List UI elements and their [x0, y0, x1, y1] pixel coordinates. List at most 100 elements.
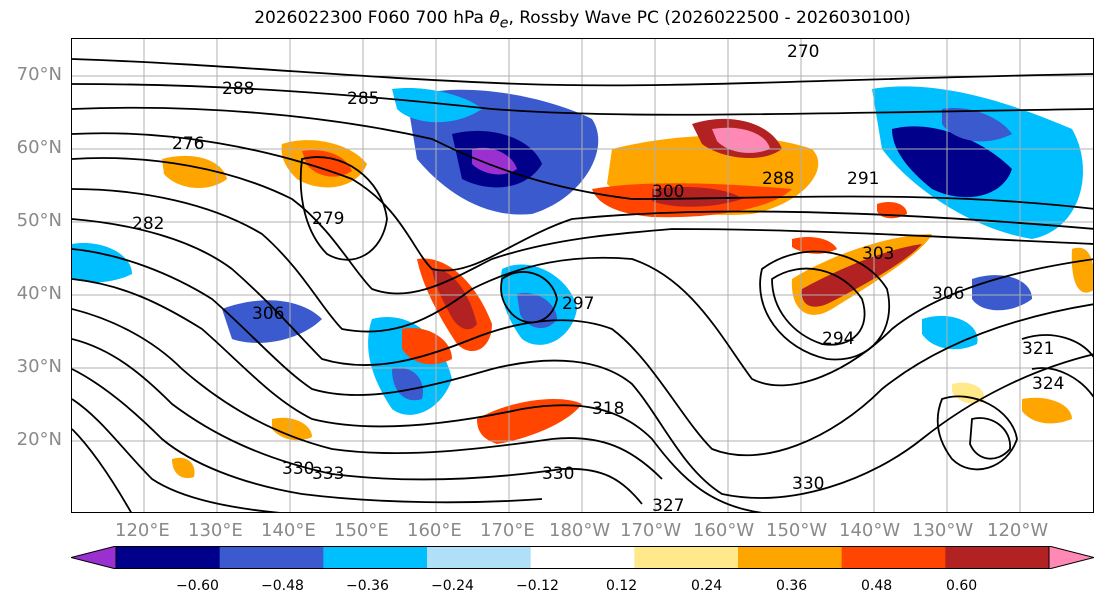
contour-line: [759, 250, 891, 361]
contour-line: [72, 132, 1093, 272]
contour-label: 276: [172, 134, 204, 154]
anomaly-blob: [477, 399, 582, 444]
anomaly-blob: [801, 244, 922, 307]
contour-label: 279: [312, 209, 344, 229]
contour-label: 330: [542, 464, 574, 484]
anomaly-blob: [392, 88, 482, 123]
lat-label-20n: 20°N: [16, 429, 62, 450]
contour-label: 291: [847, 169, 879, 189]
contour-label: 294: [822, 329, 854, 349]
colorbar-segment: [323, 546, 428, 569]
lat-label-60n: 60°N: [16, 137, 62, 158]
anomaly-blob: [972, 275, 1032, 311]
contour-label: 306: [932, 284, 964, 304]
theta-e-contours: [72, 58, 1093, 512]
map-field-svg: 270 288 285 276 279 282 300 288 291 294 …: [72, 39, 1093, 513]
anomaly-blob: [432, 268, 477, 330]
anomaly-blob: [1071, 247, 1093, 293]
contour-line: [72, 398, 280, 512]
colorbar-segment: [945, 546, 1050, 569]
colorbar-svg: [71, 546, 1094, 569]
lon-label-160w: 160°W: [693, 520, 755, 541]
contour-label: 270: [787, 42, 819, 62]
colorbar-segment: [841, 546, 946, 569]
contour-label: 321: [1022, 339, 1054, 359]
contour-line: [771, 267, 866, 346]
contour-line: [72, 338, 643, 505]
lon-label-130w: 130°W: [912, 520, 974, 541]
map-plot-area: 270 288 285 276 279 282 300 288 291 294 …: [71, 38, 1094, 513]
contour-label: 282: [132, 214, 164, 234]
contour-line: [1031, 367, 1093, 398]
colorbar-extend-high: [1048, 546, 1094, 569]
lon-label-170w: 170°W: [620, 520, 682, 541]
contour-label: 297: [562, 294, 594, 314]
lon-label-180w: 180°W: [549, 520, 611, 541]
anomaly-blob: [272, 417, 312, 441]
anomaly-blob: [892, 126, 1012, 198]
colorbar-outline: [115, 546, 1050, 569]
contour-label: 288: [222, 79, 254, 99]
anomaly-blob: [652, 187, 742, 207]
contour-label: 327: [652, 496, 684, 513]
contour-label: 324: [1032, 374, 1064, 394]
lat-label-70n: 70°N: [16, 64, 62, 85]
anomaly-blob: [1022, 397, 1072, 424]
contour-line: [500, 271, 558, 324]
lon-label-170e: 170°E: [480, 520, 535, 541]
lat-label-30n: 30°N: [16, 356, 62, 377]
colorbar-segment: [427, 546, 532, 569]
colorbar-segment: [530, 546, 635, 569]
contour-label: 300: [652, 182, 684, 202]
lat-label-40n: 40°N: [16, 283, 62, 304]
lon-label-150e: 150°E: [334, 520, 389, 541]
anomaly-blob: [72, 243, 132, 283]
lon-label-140e: 140°E: [261, 520, 316, 541]
anomaly-blob: [922, 315, 978, 350]
contour-label: 285: [347, 89, 379, 109]
lon-label-150w: 150°W: [766, 520, 828, 541]
colorbar-tick: 0.60: [946, 578, 978, 594]
contour-line: [72, 428, 132, 512]
contour-line: [72, 248, 1093, 499]
contour-line: [72, 83, 1093, 116]
colorbar-tick: −0.36: [346, 578, 389, 594]
colorbar-tick: 0.24: [691, 578, 723, 594]
colorbar-tick: −0.12: [516, 578, 559, 594]
contour-label: 330: [282, 459, 314, 479]
anomaly-blob: [942, 108, 1012, 142]
anomaly-blob: [402, 328, 452, 365]
colorbar-tick: −0.24: [431, 578, 474, 594]
lon-label-120e: 120°E: [115, 520, 170, 541]
contour-label: 306: [252, 304, 284, 324]
contour-line: [72, 58, 1093, 87]
contour-line: [72, 157, 1093, 295]
contour-line: [72, 218, 1093, 457]
colorbar-tick: −0.48: [261, 578, 304, 594]
colorbar: [71, 546, 1094, 569]
colorbar-tick: 0.36: [776, 578, 808, 594]
lon-label-160e: 160°E: [407, 520, 462, 541]
colorbar-segment: [116, 546, 221, 569]
contour-label: 318: [592, 399, 624, 419]
contour-line: [72, 368, 543, 504]
anomaly-blob: [472, 147, 517, 175]
lat-lon-grid: [72, 39, 1093, 512]
contour-line: [72, 308, 663, 480]
contour-label: 288: [762, 169, 794, 189]
lon-label-130e: 130°E: [188, 520, 243, 541]
colorbar-tick: 0.12: [606, 578, 638, 594]
anomaly-blob: [712, 127, 770, 153]
colorbar-extend-low: [71, 546, 117, 569]
colorbar-segment: [634, 546, 739, 569]
contour-line: [72, 106, 1093, 210]
contour-label: 303: [862, 244, 894, 264]
contour-line: [72, 188, 1093, 387]
contour-label: 333: [312, 464, 344, 484]
colorbar-tick: −0.60: [176, 578, 219, 594]
contour-line: [936, 395, 1018, 471]
lon-label-120w: 120°W: [987, 520, 1049, 541]
colorbar-segment: [738, 546, 843, 569]
contour-label: 330: [792, 474, 824, 494]
anomaly-blob: [517, 293, 557, 329]
